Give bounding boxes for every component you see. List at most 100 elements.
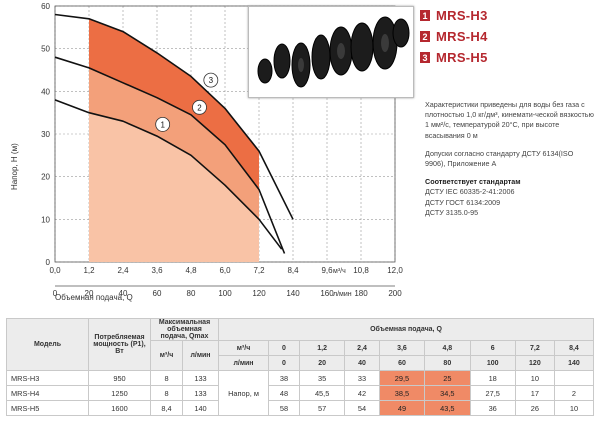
x-tick-label: 1,2	[83, 266, 95, 275]
x2-unit-label: л/мин	[333, 291, 352, 298]
series-marker-label: 3	[209, 76, 214, 85]
qmax-unit-l: л/мин	[182, 340, 219, 371]
head-cell: 25	[424, 370, 471, 386]
curve-markers: 1 2 3	[155, 72, 219, 132]
model-cell: MRS-H4	[6, 385, 89, 401]
notes-conditions: Характеристики приведены для воды без га…	[425, 100, 594, 140]
x-tick-label: 2,4	[117, 266, 129, 275]
x2-tick-label: 120	[252, 289, 266, 298]
flow-m3-cell: 2,4	[344, 340, 380, 356]
head-cell: 42	[344, 385, 380, 401]
impeller-photo	[248, 6, 414, 98]
flow-l-cell: 40	[344, 355, 380, 371]
table-row: MRS-H5 1600 8,4 140 58 57 54 49 43,5 36 …	[6, 400, 595, 416]
y-tick-label: 50	[41, 45, 50, 54]
head-cell: 34,5	[424, 385, 471, 401]
table-header-row: Модель Потребляемая мощность (P1), Вт Ма…	[6, 318, 594, 371]
legend-num: 1	[420, 10, 430, 21]
series-marker	[155, 117, 171, 132]
col-qmax: Максимальная объемная подача, Qmax	[150, 318, 219, 341]
operating-band	[89, 18, 259, 190]
legend-item: 2 MRS-H4	[420, 27, 595, 46]
qmax-l-cell: 133	[182, 385, 219, 401]
head-cell: 10	[553, 400, 595, 416]
x-tick-label: 8,4	[287, 266, 299, 275]
x-unit-label: м³/ч	[333, 268, 346, 275]
qmax-m3-cell: 8	[150, 385, 183, 401]
standards-title: Соответствует стандартам	[425, 177, 521, 187]
head-cell: 57	[298, 400, 346, 416]
flow-m3-cell: 6	[469, 340, 516, 356]
flow-l-cell: 80	[424, 355, 471, 371]
power-cell: 1600	[88, 400, 151, 416]
x-tick-label: 3,6	[151, 266, 163, 275]
power-cell: 1250	[88, 385, 151, 401]
series-line	[54, 99, 283, 250]
x2-tick-label: 160	[320, 289, 334, 298]
flow-unit-m3: м³/ч	[218, 340, 269, 356]
x2-tick-label: 100	[218, 289, 232, 298]
legend-num: 3	[420, 52, 430, 63]
head-cell: 36	[469, 400, 516, 416]
head-cell: 17	[514, 385, 555, 401]
specs-table: Модель Потребляемая мощность (P1), Вт Ма…	[6, 318, 595, 416]
standard-item: ДСТУ ГОСТ 6134:2009	[425, 197, 501, 207]
y-tick-label: 60	[41, 2, 50, 11]
x-tick-label: 10,8	[353, 266, 369, 275]
y-tick-label: 30	[41, 130, 50, 139]
model-cell: MRS-H5	[6, 400, 89, 416]
operating-band	[89, 67, 259, 220]
x2-tick-label: 40	[119, 289, 128, 298]
x2-tick-label: 20	[85, 289, 94, 298]
x2-tick-label: 180	[354, 289, 368, 298]
qmax-m3-cell: 8,4	[150, 400, 183, 416]
legend-label: MRS-H4	[436, 29, 488, 44]
model-cell: MRS-H3	[6, 370, 89, 386]
head-cell: 18	[469, 370, 516, 386]
x-axis-label: Объемная подача, Q	[55, 293, 133, 302]
x-tick-label: 6,0	[219, 266, 231, 275]
x-tick-label: 4,8	[185, 266, 197, 275]
table-row: MRS-H4 1250 8 133 48 45,5 42 38,5 34,5 2…	[6, 385, 595, 401]
table-header-row: л/мин 0 20 40 60 80 100 120 140	[7, 355, 595, 371]
x2-tick-label: 60	[153, 289, 162, 298]
curves	[54, 13, 294, 254]
notes-tolerances: Допуски согласно стандарту ДСТУ 6134(ISO…	[425, 148, 574, 169]
head-cell: 38	[268, 370, 300, 386]
operating-band	[89, 112, 259, 262]
y-tick-label: 0	[46, 258, 51, 267]
legend: 1 MRS-H3 2 MRS-H4 3 MRS-H5	[420, 6, 595, 69]
x2-tick-label: 0	[53, 289, 58, 298]
head-cell: 29,5	[378, 370, 426, 386]
flow-l-cell: 120	[514, 355, 555, 371]
head-cell: 33	[344, 370, 380, 386]
flow-m3-cell: 4,8	[424, 340, 471, 356]
col-model: Модель	[6, 318, 89, 371]
qmax-l-cell: 133	[182, 370, 219, 386]
x2-tick-label: 200	[388, 289, 402, 298]
head-cell: 45,5	[298, 385, 346, 401]
head-cell: 54	[344, 400, 380, 416]
qmax-unit-m3: м³/ч	[150, 340, 183, 371]
x-tick-label: 12,0	[387, 266, 403, 275]
legend-label: MRS-H3	[436, 8, 488, 23]
series-marker-label: 2	[197, 103, 202, 112]
y-tick-label: 40	[41, 87, 50, 96]
qmax-m3-cell: 8	[150, 370, 183, 386]
qmax-l-cell: 140	[182, 400, 219, 416]
x-tick-label: 9,6	[321, 266, 333, 275]
head-cell: 49	[378, 400, 426, 416]
x-tick-label: 0,0	[49, 266, 61, 275]
y-axis-label: Напор, H (м)	[10, 143, 19, 190]
series-marker-label: 1	[160, 120, 165, 129]
head-cell: 27,5	[469, 385, 516, 401]
x2-tick-label: 140	[286, 289, 300, 298]
standard-item: ДСТУ IEC 60335-2-41:2006	[425, 187, 515, 197]
head-cell: 43,5	[424, 400, 471, 416]
flow-l-cell: 20	[298, 355, 346, 371]
head-cell: 10	[514, 370, 555, 386]
table-row: MRS-H3 950 8 133 Напор, м 38 35 33 29,5 …	[6, 370, 595, 416]
flow-l-cell: 0	[268, 355, 300, 371]
flow-m3-cell: 7,2	[514, 340, 555, 356]
